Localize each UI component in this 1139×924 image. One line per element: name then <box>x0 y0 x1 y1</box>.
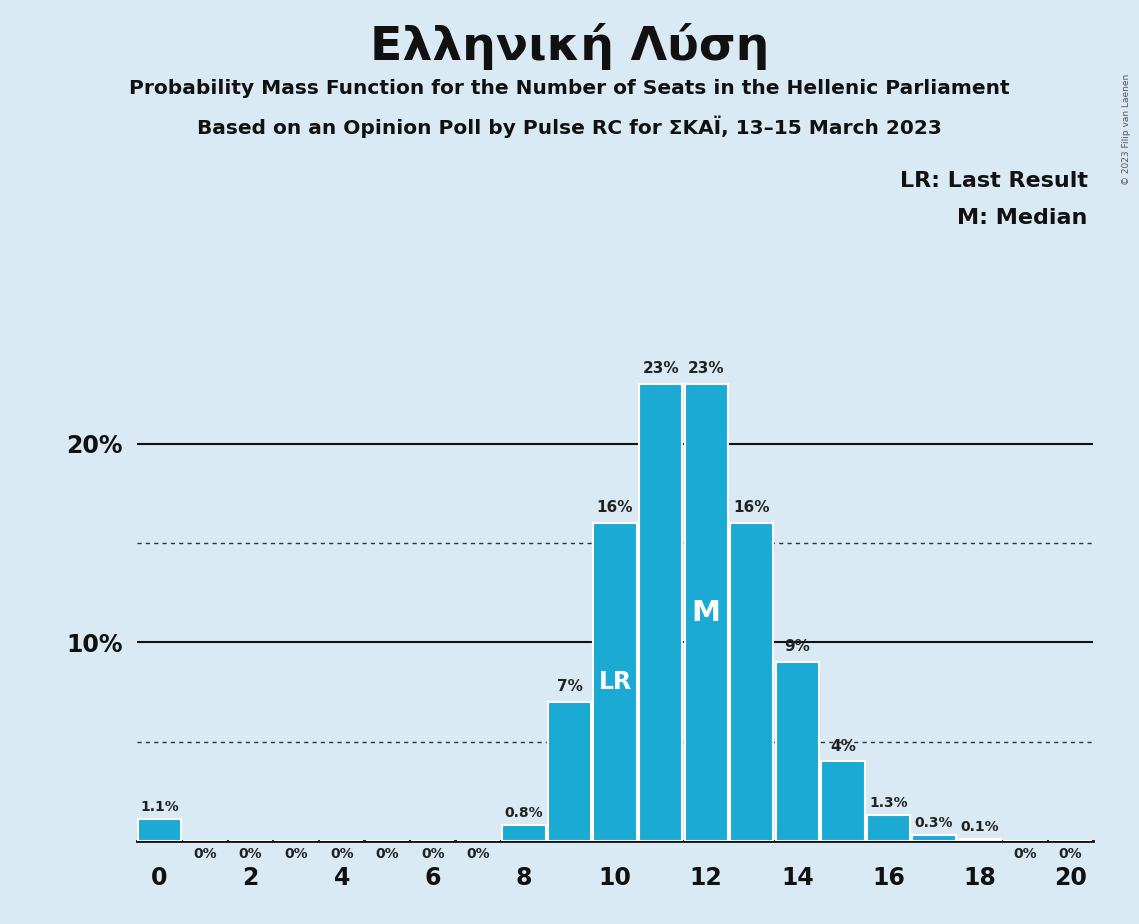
Text: 0%: 0% <box>330 846 353 861</box>
Bar <box>639 384 682 841</box>
Bar <box>138 819 181 841</box>
Text: M: Median: M: Median <box>958 208 1088 228</box>
Text: 0%: 0% <box>194 846 216 861</box>
Text: Probability Mass Function for the Number of Seats in the Hellenic Parliament: Probability Mass Function for the Number… <box>129 79 1010 98</box>
Bar <box>912 835 956 841</box>
Text: 7%: 7% <box>557 679 582 694</box>
Text: LR: LR <box>598 670 632 694</box>
Text: 0.3%: 0.3% <box>915 816 953 830</box>
Text: 23%: 23% <box>642 361 679 376</box>
Text: 9%: 9% <box>785 639 810 654</box>
Text: 0%: 0% <box>421 846 444 861</box>
Text: 0%: 0% <box>239 846 262 861</box>
Text: 23%: 23% <box>688 361 724 376</box>
Bar <box>821 761 865 841</box>
Text: 1.1%: 1.1% <box>140 800 179 814</box>
Bar <box>548 702 591 841</box>
Text: 0%: 0% <box>285 846 308 861</box>
Text: M: M <box>691 599 721 626</box>
Text: Based on an Opinion Poll by Pulse RC for ΣΚΑΪ, 13–15 March 2023: Based on an Opinion Poll by Pulse RC for… <box>197 116 942 138</box>
Text: © 2023 Filip van Laenen: © 2023 Filip van Laenen <box>1122 74 1131 185</box>
Text: 1.3%: 1.3% <box>869 796 908 810</box>
Text: 0%: 0% <box>1059 846 1082 861</box>
Text: LR: Last Result: LR: Last Result <box>900 171 1088 191</box>
Text: 4%: 4% <box>830 738 855 753</box>
Bar <box>867 815 910 841</box>
Text: 0.8%: 0.8% <box>505 806 543 820</box>
Bar <box>502 825 546 841</box>
Text: 0%: 0% <box>376 846 399 861</box>
Bar <box>685 384 728 841</box>
Text: 0.1%: 0.1% <box>960 820 999 833</box>
Bar <box>593 523 637 841</box>
Text: 16%: 16% <box>734 500 770 516</box>
Text: 16%: 16% <box>597 500 633 516</box>
Text: 0%: 0% <box>467 846 490 861</box>
Bar <box>730 523 773 841</box>
Bar <box>776 663 819 841</box>
Text: Ελληνική Λύση: Ελληνική Λύση <box>370 23 769 70</box>
Text: 0%: 0% <box>1014 846 1036 861</box>
Bar <box>958 839 1001 841</box>
